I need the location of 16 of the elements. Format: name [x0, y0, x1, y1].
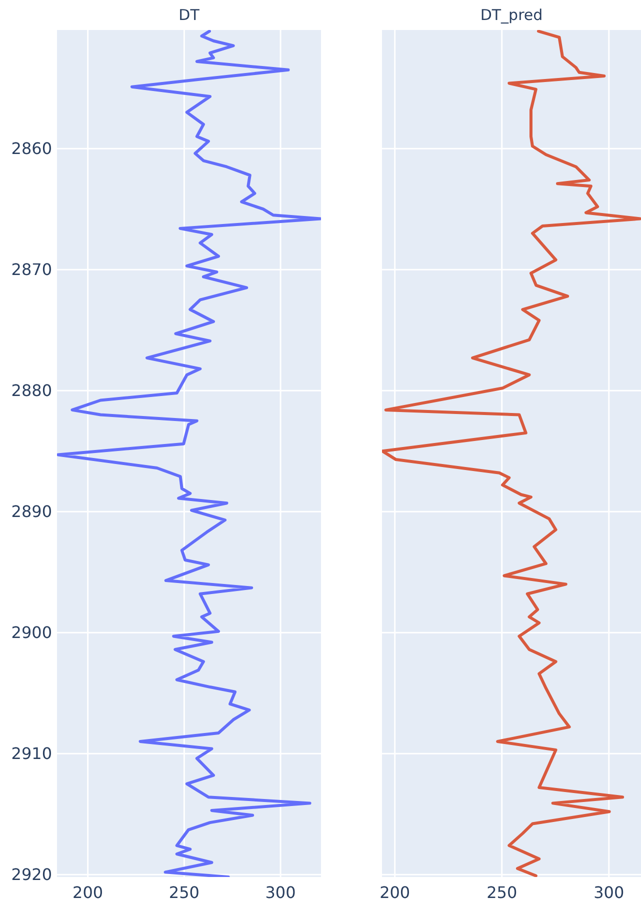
y-tick-label: 2900: [11, 623, 52, 642]
y-tick-label: 2920: [11, 865, 52, 884]
line-series: [57, 30, 321, 877]
x-tick-label: 300: [265, 883, 296, 902]
y-tick-label: 2890: [11, 502, 52, 522]
y-tick-label: 2910: [11, 744, 52, 764]
y-tick-label: 2870: [11, 260, 52, 280]
chart-title: DT_pred: [480, 6, 543, 24]
y-tick-label: 2880: [11, 381, 52, 400]
chart-title: DT: [178, 6, 200, 24]
x-tick-label: 200: [380, 883, 410, 902]
x-tick-label: 200: [72, 883, 104, 902]
x-tick-label: 250: [168, 883, 200, 902]
x-tick-label: 250: [486, 883, 518, 902]
y-tick-label: 2860: [11, 139, 52, 158]
x-tick-label: 300: [594, 883, 624, 902]
